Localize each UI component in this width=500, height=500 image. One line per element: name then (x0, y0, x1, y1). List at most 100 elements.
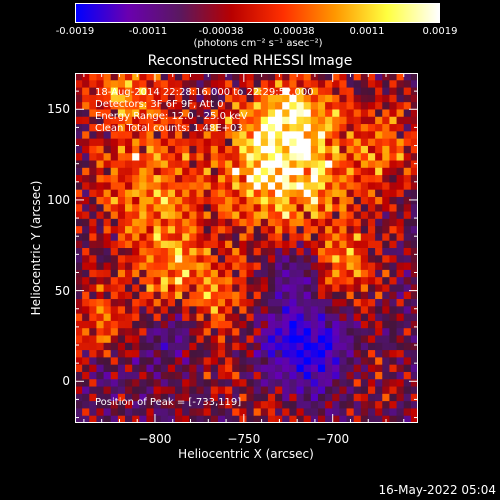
image-pixel (325, 350, 333, 358)
image-pixel (96, 306, 105, 315)
image-pixel (403, 379, 412, 388)
image-pixel (253, 124, 262, 132)
image-pixel (375, 328, 383, 336)
x-axis-label: Heliocentric X (arcsec) (178, 447, 314, 461)
image-pixel (232, 211, 240, 220)
image-pixel (382, 328, 390, 336)
image-pixel (182, 218, 190, 227)
image-pixel (367, 350, 376, 358)
image-pixel (353, 204, 362, 213)
image-pixel (110, 175, 119, 183)
image-pixel (196, 269, 205, 278)
image-pixel (96, 393, 105, 402)
image-pixel (125, 371, 133, 380)
image-pixel (360, 364, 369, 373)
image-pixel (289, 364, 298, 373)
image-pixel (75, 291, 83, 300)
image-pixel (167, 233, 176, 242)
image-pixel (217, 94, 226, 103)
image-pixel (339, 335, 348, 344)
image-pixel (403, 87, 412, 96)
image-pixel (182, 393, 190, 402)
image-pixel (410, 415, 418, 423)
image-pixel (267, 299, 276, 307)
image-pixel (117, 401, 126, 409)
image-pixel (103, 124, 112, 132)
image-pixel (325, 335, 333, 344)
image-pixel (196, 175, 205, 183)
image-pixel (339, 240, 348, 249)
image-pixel (132, 277, 140, 285)
image-pixel (317, 226, 326, 234)
image-pixel (75, 218, 83, 227)
image-pixel (182, 233, 190, 242)
image-pixel (367, 94, 376, 103)
image-pixel (117, 182, 126, 191)
image-pixel (396, 269, 405, 278)
image-pixel (410, 182, 418, 191)
image-pixel (375, 145, 383, 154)
image-pixel (75, 379, 83, 388)
image-pixel (232, 357, 240, 366)
image-pixel (303, 379, 312, 388)
image-pixel (403, 269, 412, 278)
image-pixel (260, 415, 269, 423)
image-pixel (82, 299, 90, 307)
image-pixel (360, 153, 369, 161)
image-pixel (232, 175, 240, 183)
image-pixel (310, 401, 319, 409)
image-pixel (75, 73, 83, 81)
image-pixel (103, 233, 112, 242)
image-pixel (289, 138, 298, 147)
image-pixel (367, 80, 376, 89)
image-pixel (146, 328, 155, 336)
image-pixel (232, 94, 240, 103)
image-pixel (382, 160, 390, 169)
image-pixel (296, 218, 305, 227)
image-pixel (160, 291, 169, 300)
image-pixel (353, 109, 362, 118)
image-pixel (410, 408, 418, 417)
image-pixel (175, 408, 183, 417)
image-pixel (117, 408, 126, 417)
image-pixel (110, 335, 119, 344)
image-pixel (225, 218, 233, 227)
image-pixel (303, 73, 312, 81)
image-pixel (375, 415, 383, 423)
colorbar-tick: -0.0011 (128, 26, 168, 37)
image-pixel (82, 364, 90, 373)
image-pixel (396, 415, 405, 423)
image-pixel (96, 211, 105, 220)
image-pixel (303, 145, 312, 154)
image-pixel (89, 248, 97, 256)
image-pixel (239, 415, 247, 423)
image-pixel (303, 175, 312, 183)
image-pixel (317, 255, 326, 264)
image-pixel (375, 371, 383, 380)
image-pixel (139, 109, 147, 118)
image-pixel (410, 218, 418, 227)
image-pixel (96, 175, 105, 183)
image-pixel (189, 313, 197, 322)
image-pixel (382, 145, 390, 154)
image-pixel (353, 350, 362, 358)
image-pixel (75, 408, 83, 417)
image-pixel (275, 335, 283, 344)
image-pixel (296, 277, 305, 285)
image-pixel (275, 138, 283, 147)
image-pixel (167, 262, 176, 271)
image-pixel (389, 116, 398, 125)
image-pixel (296, 226, 305, 234)
image-pixel (275, 153, 283, 161)
image-pixel (375, 167, 383, 176)
image-pixel (203, 80, 212, 89)
image-pixel (310, 131, 319, 140)
image-pixel (317, 401, 326, 409)
image-pixel (75, 415, 83, 423)
image-pixel (103, 167, 112, 176)
image-pixel (167, 116, 176, 125)
image-pixel (203, 350, 212, 358)
image-pixel (246, 299, 255, 307)
image-pixel (210, 313, 219, 322)
image-pixel (239, 335, 247, 344)
